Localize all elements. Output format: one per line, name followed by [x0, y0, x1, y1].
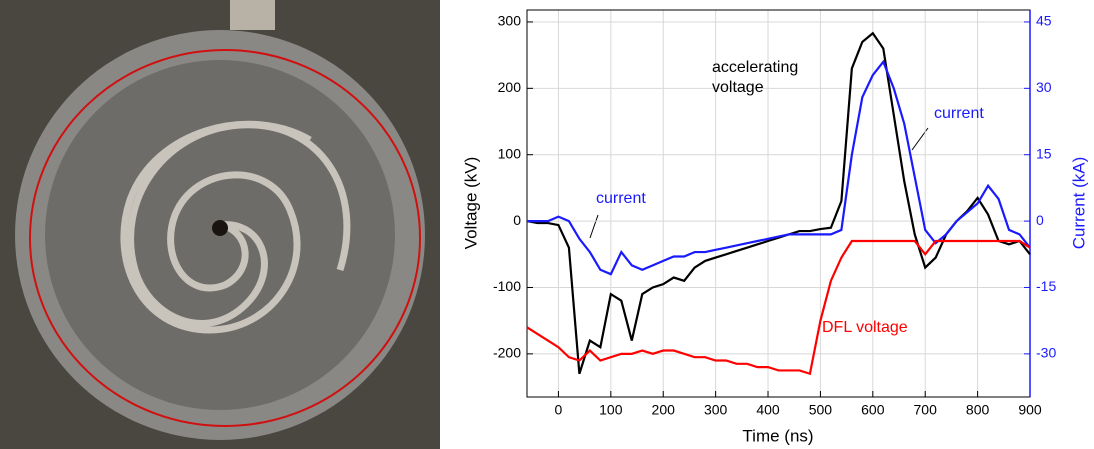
x-tick-label: 700 [914, 402, 938, 418]
annotation: accelerating voltage [712, 59, 799, 96]
y-tick-label: -200 [493, 345, 521, 361]
x-tick-label: 300 [704, 402, 728, 418]
annotation: DFL voltage [822, 319, 908, 336]
x-tick-label: 0 [555, 402, 563, 418]
y2-tick-label: 15 [1036, 145, 1052, 161]
x-tick-label: 500 [809, 402, 833, 418]
series-line [526, 239, 1031, 376]
y-tick-label: 200 [498, 79, 522, 95]
y2-tick-label: 0 [1036, 212, 1044, 228]
annotation: current [934, 105, 984, 122]
photo [0, 0, 440, 449]
x-tick-label: 400 [756, 402, 780, 418]
y2-axis-label: Current (kA) [1069, 157, 1088, 250]
y-tick-label: -100 [493, 278, 521, 294]
series-line [527, 59, 1031, 276]
x-tick-label: 900 [1018, 402, 1042, 418]
y-tick-label: 0 [513, 212, 521, 228]
y-axis-label: Voltage (kV) [461, 157, 480, 250]
y2-tick-label: 30 [1036, 79, 1052, 95]
y2-tick-label: -30 [1036, 345, 1056, 361]
x-tick-label: 600 [861, 402, 885, 418]
y2-tick-label: 45 [1036, 13, 1052, 29]
x-axis-label: Time (ns) [742, 426, 813, 445]
annotation: current [596, 190, 646, 207]
y-tick-label: 100 [498, 145, 522, 161]
x-tick-label: 800 [966, 402, 990, 418]
y2-tick-label: -15 [1036, 278, 1056, 294]
x-tick-label: 200 [652, 402, 676, 418]
x-tick-label: 100 [599, 402, 623, 418]
y-tick-label: 300 [498, 13, 522, 29]
